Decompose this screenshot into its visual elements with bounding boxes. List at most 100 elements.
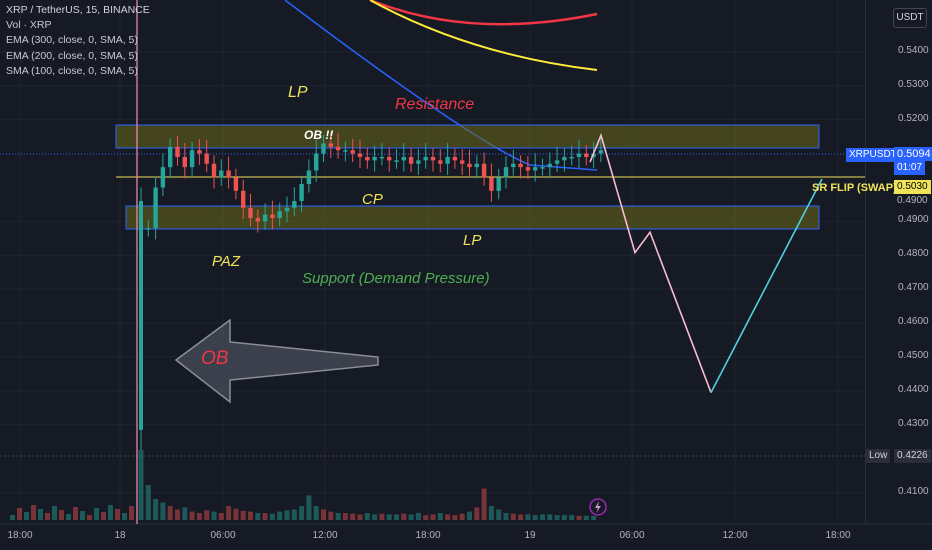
volume-bar xyxy=(38,509,43,520)
annotation-ob-small: OB !! xyxy=(304,128,334,142)
price-tick: 0.4700 xyxy=(898,282,929,294)
volume-bar xyxy=(66,514,71,520)
countdown-tag: 01:07 xyxy=(894,161,926,175)
candle-body xyxy=(204,153,209,164)
annotation-sr-flip: SR FLIP (SWAP) xyxy=(812,182,897,194)
volume-bar xyxy=(364,513,370,520)
candle-body xyxy=(438,160,443,164)
candle-body xyxy=(518,163,523,168)
volume-bar xyxy=(452,515,458,520)
volume-bar xyxy=(153,499,159,520)
candle-body xyxy=(270,214,275,218)
candle-body xyxy=(226,170,231,178)
price-tick: 0.4300 xyxy=(898,417,929,429)
candle-body xyxy=(540,167,545,169)
moving-average-lines xyxy=(284,0,598,171)
candle-body xyxy=(262,214,268,222)
volume-bar xyxy=(379,513,385,520)
last-price-tag: 0.5094 xyxy=(894,147,932,161)
candle-body xyxy=(343,150,348,152)
volume-bar xyxy=(430,514,436,520)
annotation-resistance: Resistance xyxy=(395,96,475,113)
volume-bar xyxy=(122,513,127,520)
candle-body xyxy=(146,228,151,230)
volume-bar xyxy=(518,514,524,520)
volume-bar xyxy=(145,485,151,520)
volume-bars xyxy=(10,450,597,520)
candle-body xyxy=(562,156,567,161)
volume-bar xyxy=(313,506,319,520)
volume-bar xyxy=(474,507,480,520)
volume-bar xyxy=(182,507,188,520)
ob-arrow-shape xyxy=(174,318,379,404)
candle-body xyxy=(189,150,195,168)
symbol-price-tag: XRPUSDT xyxy=(846,148,900,162)
volume-bar xyxy=(226,506,232,520)
volume-bar xyxy=(394,514,399,520)
volume-bar xyxy=(94,508,99,520)
sma100-line xyxy=(284,0,598,171)
annotation-lp-top: LP xyxy=(288,84,308,101)
candle-body xyxy=(489,177,494,191)
candle-body xyxy=(496,177,501,191)
volume-bar xyxy=(328,511,334,520)
volume-bar xyxy=(240,510,246,520)
price-tick: 0.4800 xyxy=(898,248,929,260)
volume-bar xyxy=(525,514,531,520)
volume-bar xyxy=(467,511,472,520)
candle-body xyxy=(321,143,326,154)
lightning-icon xyxy=(595,501,601,513)
volume-bar xyxy=(115,509,120,520)
candle-body xyxy=(255,217,260,222)
volume-bar xyxy=(437,513,443,520)
candle-body xyxy=(299,184,304,202)
volume-bar xyxy=(129,506,134,520)
support-zone xyxy=(125,205,820,230)
annotation-lp-bottom: LP xyxy=(463,232,482,249)
candle-body xyxy=(525,167,531,171)
volume-bar xyxy=(175,509,180,520)
volume-bar xyxy=(196,513,202,520)
candle-body xyxy=(284,207,290,212)
volume-bar xyxy=(357,514,363,520)
candle-body xyxy=(168,146,173,168)
volume-bar xyxy=(262,513,268,520)
currency-button[interactable]: USDT xyxy=(893,8,927,28)
price-axis[interactable] xyxy=(865,0,932,524)
candle-body xyxy=(452,156,458,161)
volume-bar xyxy=(401,513,407,520)
volume-bar xyxy=(17,508,22,520)
volume-bar xyxy=(248,511,253,520)
volume-bar xyxy=(59,510,64,520)
candle-body xyxy=(335,146,341,151)
volume-bar xyxy=(284,510,290,520)
candle-body xyxy=(423,156,428,161)
price-tick: 0.4100 xyxy=(898,485,929,497)
candle-body xyxy=(365,156,370,161)
volume-bar xyxy=(459,513,465,520)
volume-bar xyxy=(583,515,589,520)
chart-legend: XRP / TetherUS, 15, BINANCE Vol · XRP EM… xyxy=(6,3,150,79)
candle-body xyxy=(197,150,202,154)
candle-body xyxy=(460,160,465,164)
candle-body xyxy=(569,156,574,159)
candle-body xyxy=(328,143,333,147)
candle-body xyxy=(277,211,282,218)
legend-ema200: EMA (200, close, 0, SMA, 5) xyxy=(6,49,138,62)
time-tick: 12:00 xyxy=(312,530,338,541)
time-tick: 12:00 xyxy=(722,530,748,541)
price-tick: 0.5300 xyxy=(898,78,929,90)
candle-body xyxy=(401,156,406,161)
candlesticks xyxy=(139,132,604,450)
volume-bar xyxy=(372,514,378,520)
candle-body xyxy=(153,187,158,229)
volume-bar xyxy=(554,515,560,520)
volume-bar xyxy=(31,505,36,520)
legend-volume: Vol · XRP xyxy=(6,19,52,32)
grid-lines xyxy=(0,0,932,525)
price-tick: 0.5400 xyxy=(898,44,929,56)
volume-bar xyxy=(335,513,341,520)
volume-bar xyxy=(408,514,414,520)
projection-up-path xyxy=(710,178,823,393)
